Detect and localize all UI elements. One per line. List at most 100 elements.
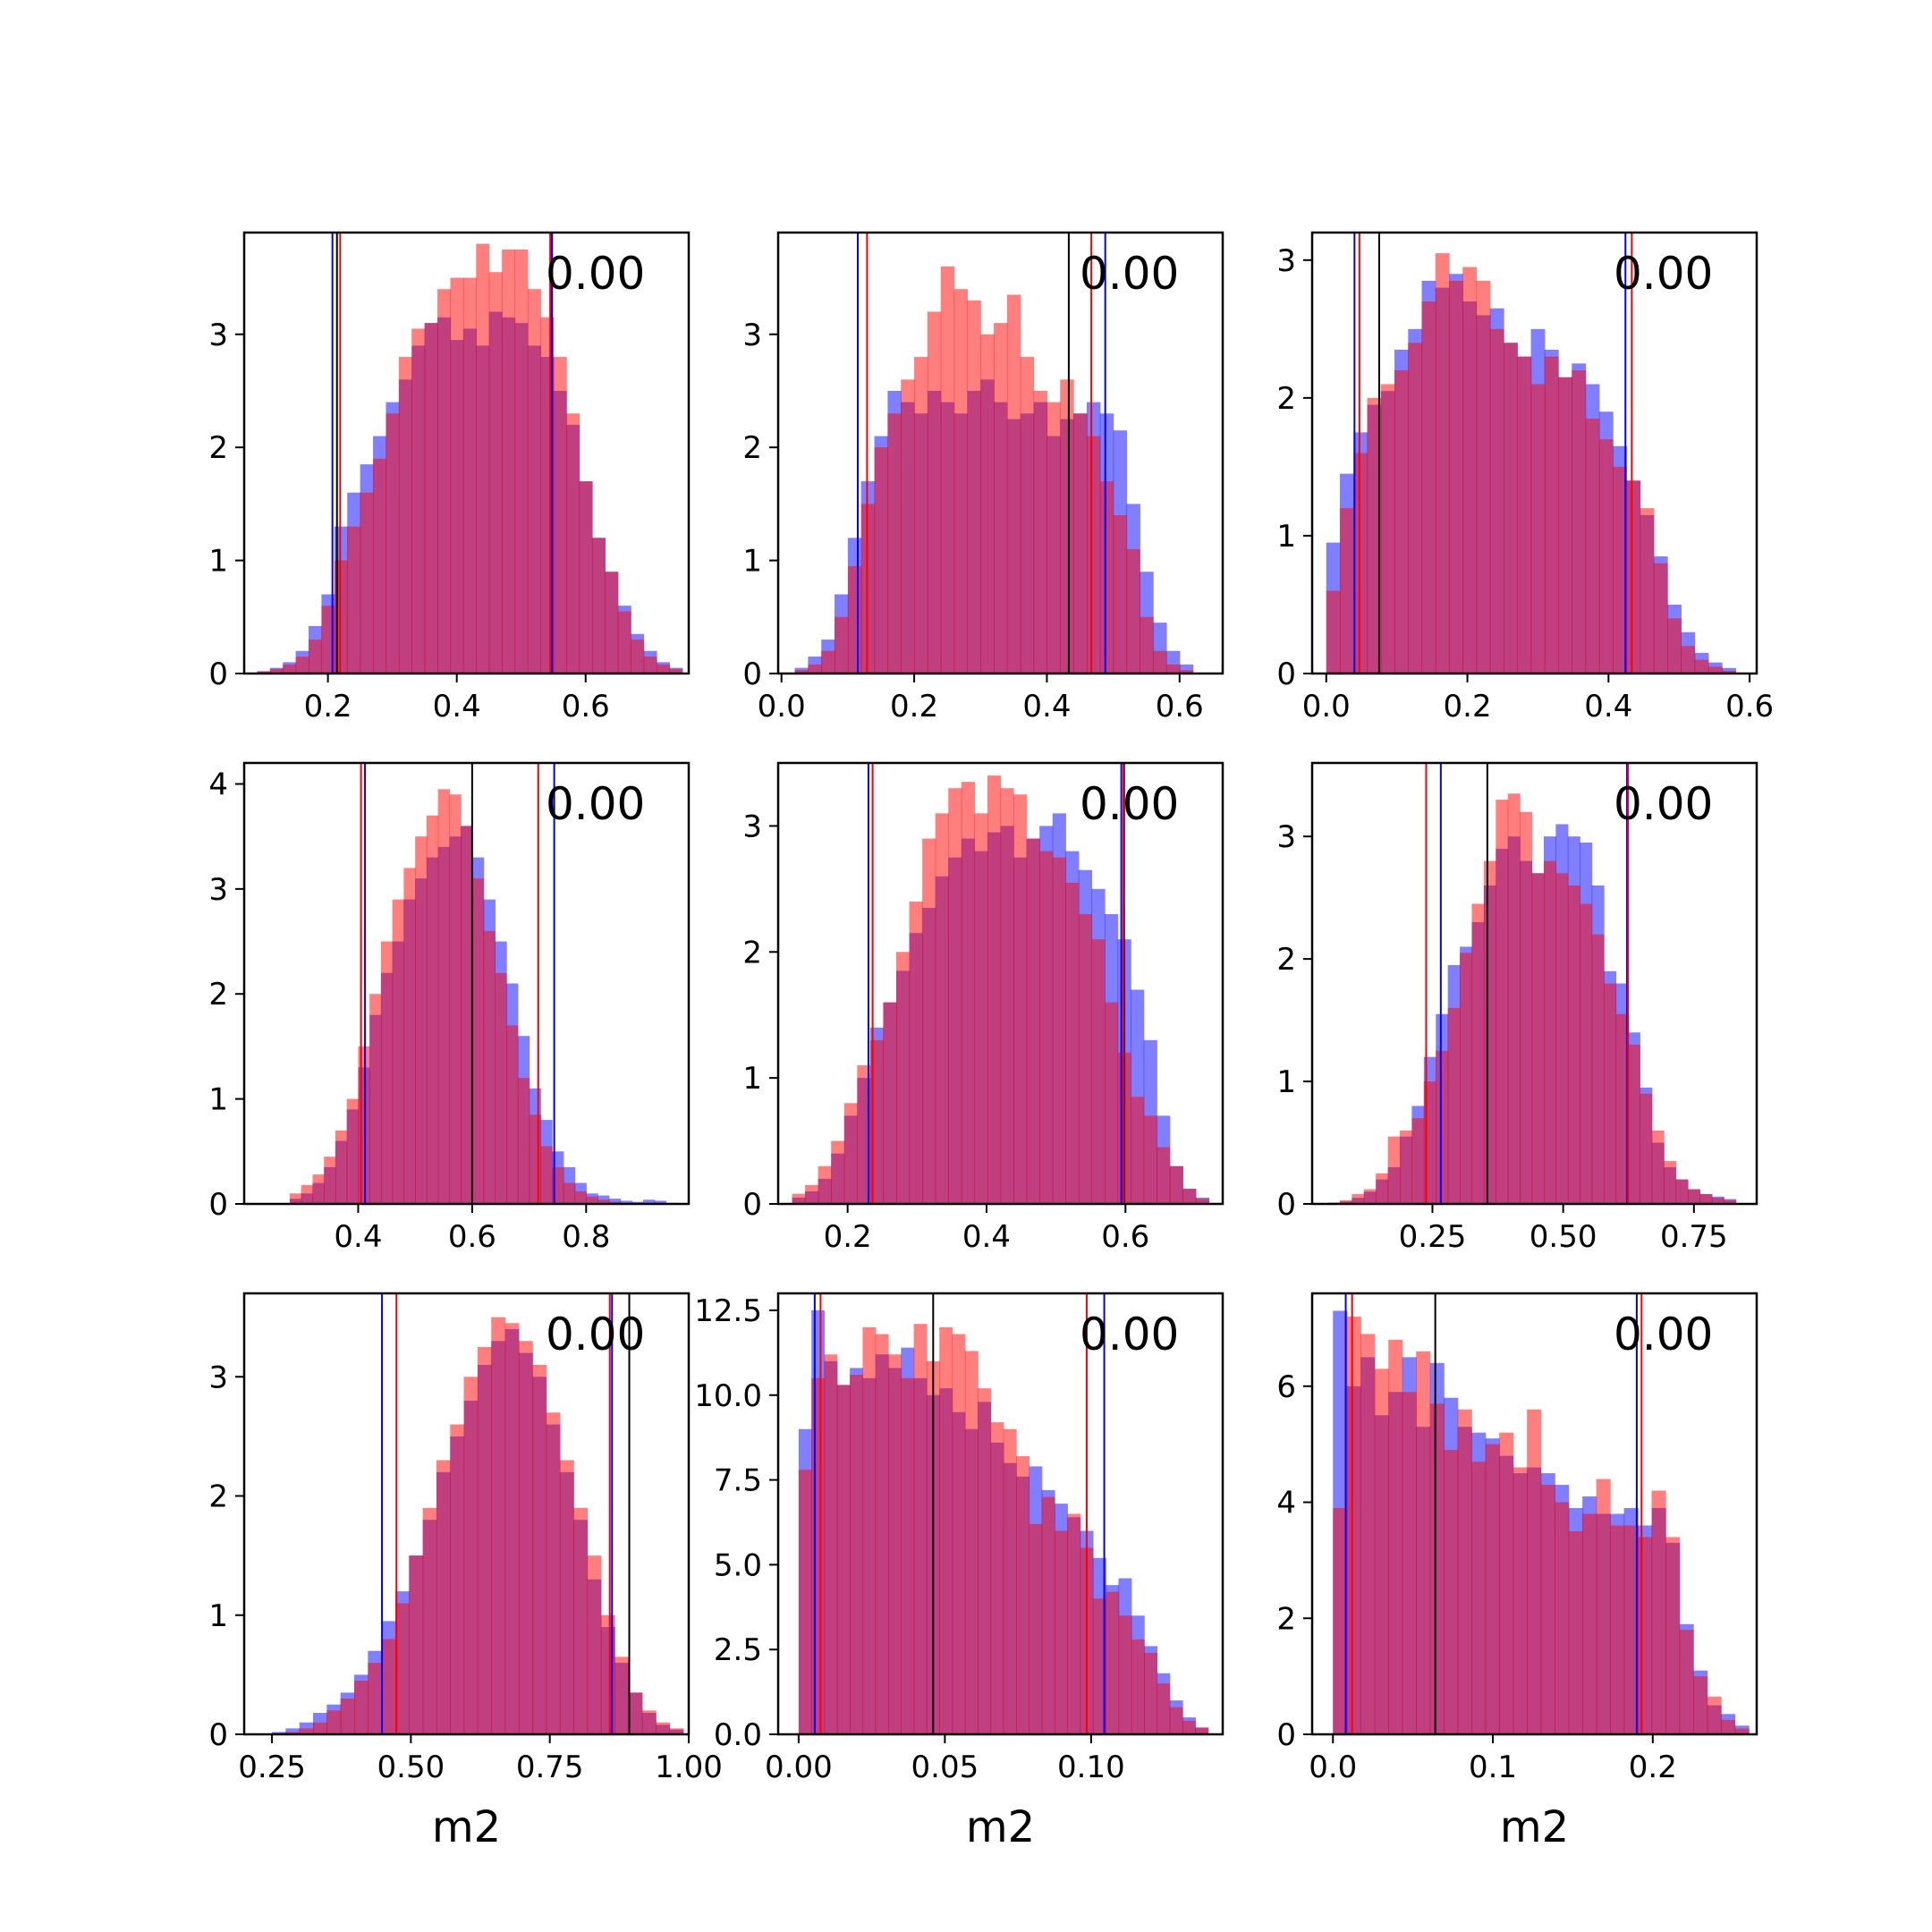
red-hist-bar (1476, 280, 1491, 674)
red-hist-bar (532, 1364, 547, 1734)
y-tick-label: 1 (1276, 519, 1296, 555)
red-hist-bar (411, 328, 426, 674)
red-hist-bar (1041, 1496, 1055, 1734)
red-hist-bar (1724, 1199, 1737, 1204)
red-hist-bar (488, 272, 503, 674)
x-tick-label: 0.2 (1629, 1750, 1677, 1785)
red-hist-bar (1436, 1050, 1449, 1204)
y-tick-label: 2 (742, 430, 762, 466)
red-hist-bar (1078, 914, 1093, 1204)
red-hist-bar (1352, 1194, 1365, 1204)
red-hist-bar (1421, 301, 1436, 674)
red-hist-bar (836, 1385, 851, 1734)
y-tick-label: 3 (208, 872, 228, 908)
red-hist-bar (476, 243, 490, 674)
y-tick-label: 12.5 (694, 1293, 762, 1329)
red-hist-bar (1580, 903, 1593, 1204)
y-tick-label: 0 (1276, 657, 1296, 692)
red-hist-bar (1460, 953, 1473, 1204)
red-hist-bar (553, 357, 567, 674)
red-hist-bar (461, 826, 473, 1204)
blue-hist-bar (620, 1200, 632, 1204)
red-hist-bar (1360, 1334, 1376, 1734)
plot-content (794, 233, 1194, 674)
y-tick-label: 1 (1276, 1064, 1296, 1100)
y-tick-label: 3 (208, 1360, 228, 1395)
subplot-8: 0.00 0.05 0.10 0.0 2.5 5.0 7.5 10.0 12.5 0.00 m2 (694, 1292, 1224, 1852)
red-hist-bar (935, 813, 949, 1204)
red-hist-bar (483, 930, 496, 1204)
red-hist-bar (502, 249, 516, 674)
plot-content (289, 763, 678, 1204)
red-hist-bar (1169, 1707, 1183, 1734)
plot-content (257, 233, 683, 674)
y-tick-label: 6 (1276, 1369, 1296, 1405)
red-hist-bar (669, 668, 683, 674)
y-tick-label: 0 (1276, 1187, 1296, 1223)
red-hist-bar (289, 1193, 302, 1204)
red-hist-bar (821, 650, 835, 674)
red-hist-bar (295, 657, 309, 674)
red-hist-bar (1489, 328, 1504, 674)
red-hist-bar (398, 357, 412, 674)
red-hist-bar (506, 1025, 519, 1204)
red-hist-bar (1052, 857, 1066, 1204)
red-hist-bar (1598, 439, 1614, 674)
red-hist-bar (978, 1388, 992, 1734)
subplot-annotation: 0.00 (1080, 778, 1179, 830)
red-hist-bar (437, 289, 452, 674)
red-hist-bar (1543, 860, 1557, 1204)
red-hist-bar (896, 952, 911, 1204)
subplot-5: 0.2 0.4 0.6 0 1 2 3 0.00 (742, 761, 1224, 1255)
y-tick-label: 3 (742, 809, 762, 844)
x-tick-label: 0.05 (911, 1750, 979, 1785)
red-hist-bar (1131, 1097, 1145, 1204)
red-hist-bar (1640, 1093, 1653, 1204)
red-hist-bar (409, 1555, 424, 1734)
red-hist-bar (257, 671, 271, 674)
red-hist-bar (940, 266, 955, 674)
red-hist-bar (1118, 1615, 1132, 1734)
red-hist-bar (792, 1193, 806, 1204)
x-tick-label: 0.25 (1399, 1219, 1467, 1255)
red-hist-bar (1006, 294, 1021, 674)
subplot-annotation: 0.00 (1080, 1309, 1179, 1360)
red-hist-bar (1000, 788, 1014, 1204)
y-tick-label: 0.0 (714, 1717, 762, 1753)
red-hist-bar (1073, 413, 1088, 674)
red-hist-bar (1555, 1502, 1570, 1734)
red-hist-bar (403, 868, 416, 1204)
red-hist-bar (1429, 1403, 1445, 1734)
y-tick-label: 2 (208, 977, 228, 1013)
red-hist-bar (514, 249, 529, 674)
red-hist-bar (967, 300, 981, 674)
y-tick-label: 0 (208, 657, 228, 692)
x-tick-label: 1.00 (655, 1750, 723, 1785)
red-hist-bar (1003, 1428, 1017, 1734)
red-hist-bar (1640, 508, 1655, 674)
red-hist-bar (901, 1377, 915, 1734)
red-hist-bar (1734, 1728, 1750, 1734)
blue-hist-bar (608, 1199, 622, 1204)
red-hist-bar (1106, 1591, 1120, 1734)
red-hist-bar (1367, 397, 1382, 674)
red-hist-bar (605, 572, 619, 674)
red-hist-bar (1435, 253, 1450, 674)
red-hist-bar (471, 878, 485, 1204)
red-hist-bar (1165, 664, 1181, 674)
red-hist-bar (1195, 1727, 1209, 1734)
red-hist-bar (1558, 377, 1572, 674)
red-hist-bar (579, 481, 593, 674)
red-hist-bar (1638, 1537, 1653, 1734)
red-hist-bar (1346, 1316, 1361, 1734)
y-tick-label: 1 (742, 544, 762, 580)
red-hist-bar (1182, 1189, 1197, 1204)
red-hist-bar (1195, 1199, 1210, 1204)
axes-frame (1310, 1292, 1758, 1736)
y-tick-label: 1 (208, 1082, 228, 1118)
red-hist-bar (1531, 873, 1545, 1204)
red-hist-bar (1026, 838, 1040, 1204)
red-hist-bar (1507, 793, 1521, 1204)
red-hist-bar (1623, 1525, 1639, 1734)
